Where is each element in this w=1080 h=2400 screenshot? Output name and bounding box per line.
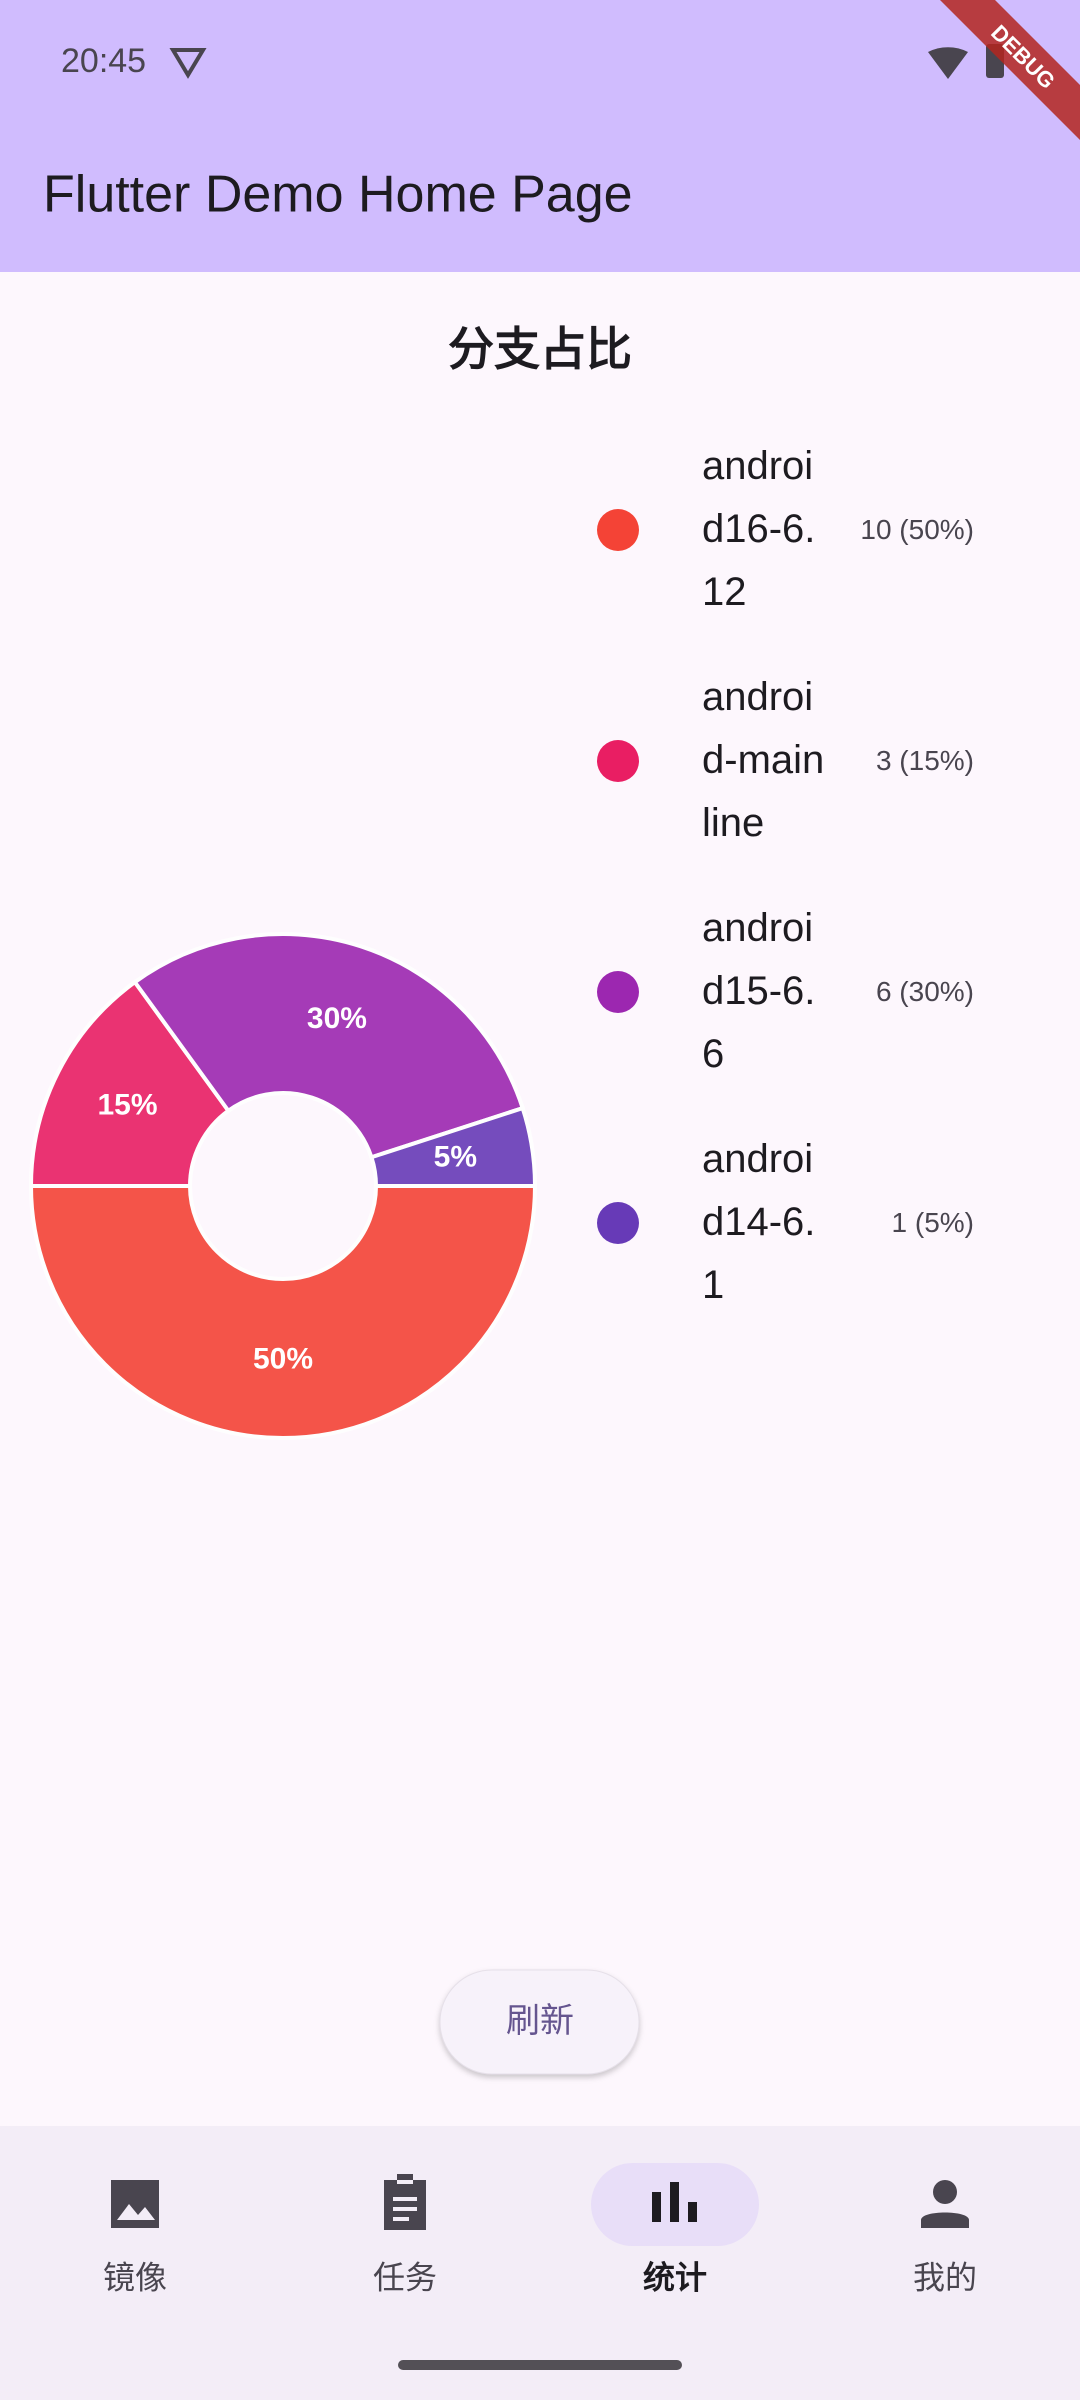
pie-slice [368,1105,538,1188]
legend-name: android15-6.6 [702,906,816,1076]
nav-label[interactable]: 我的 [913,2259,977,2295]
legend-item: android14-6.1 1 (5%) [590,1128,990,1317]
app-bar-bg [0,0,1080,272]
image-icon [111,2180,159,2228]
nav-label[interactable]: 镜像 [103,2259,167,2295]
status-time: 20:45 [61,42,146,80]
legend-swatch [597,739,639,782]
legend-name: android16-6.12 [702,444,816,614]
nav-label[interactable]: 任务 [373,2259,437,2295]
legend-swatch [597,970,639,1013]
pie-slice [28,979,232,1188]
stats-icon [652,2182,697,2222]
refresh-button[interactable] [439,1969,640,2075]
person-body [921,2212,969,2228]
nav-bar [0,2126,1080,2400]
legend-item: android-mainline 3 (15%) [590,666,990,855]
refresh-label[interactable]: 刷新 [506,2002,574,2040]
debug-ribbon [940,0,1080,140]
slice-label: 5% [434,1141,477,1174]
legend-item: android15-6.6 6 (30%) [590,897,990,1086]
legend-count: 6 (30%) [875,975,974,1007]
slice-label: 30% [307,1002,367,1035]
nav-label[interactable]: 统计 [643,2259,707,2295]
chart-title: 分支占比 [448,323,632,375]
legend-count: 1 (5%) [891,1206,974,1238]
wifi-icon [928,47,968,79]
pie-slice [28,1184,538,1440]
legend-name: android14-6.1 [702,1137,816,1307]
legend-swatch [597,1201,639,1244]
pie: 50% 15% 30% 5% [28,932,538,1440]
slice-label: 15% [97,1089,157,1122]
pie-slice [132,932,526,1160]
status-icon [169,48,207,79]
person-head [933,2180,957,2204]
slice-label: 50% [253,1342,313,1375]
legend: android16-6.12 10 (50%) android-mainline 3 … [590,435,990,1317]
legend-count: 10 (50%) [860,513,974,545]
home-indicator [398,2360,682,2370]
nav-icons [111,2174,969,2230]
legend-item: android16-6.12 10 (50%) [590,435,990,624]
app-title: Flutter Demo Home Page [43,166,633,224]
task-icon [384,2174,426,2230]
legend-count: 3 (15%) [875,744,974,776]
legend-swatch [597,508,639,551]
legend-name: android-mainline [702,675,825,845]
